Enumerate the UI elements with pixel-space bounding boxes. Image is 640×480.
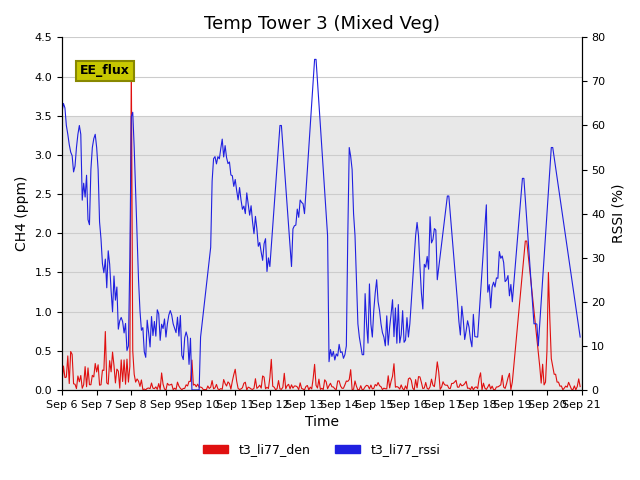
Title: Temp Tower 3 (Mixed Veg): Temp Tower 3 (Mixed Veg)	[204, 15, 440, 33]
X-axis label: Time: Time	[305, 415, 339, 429]
Legend: t3_li77_den, t3_li77_rssi: t3_li77_den, t3_li77_rssi	[198, 438, 445, 461]
Bar	[62, 37, 582, 116]
Text: EE_flux: EE_flux	[80, 64, 130, 77]
Y-axis label: CH4 (ppm): CH4 (ppm)	[15, 176, 29, 252]
Y-axis label: RSSI (%): RSSI (%)	[611, 184, 625, 243]
